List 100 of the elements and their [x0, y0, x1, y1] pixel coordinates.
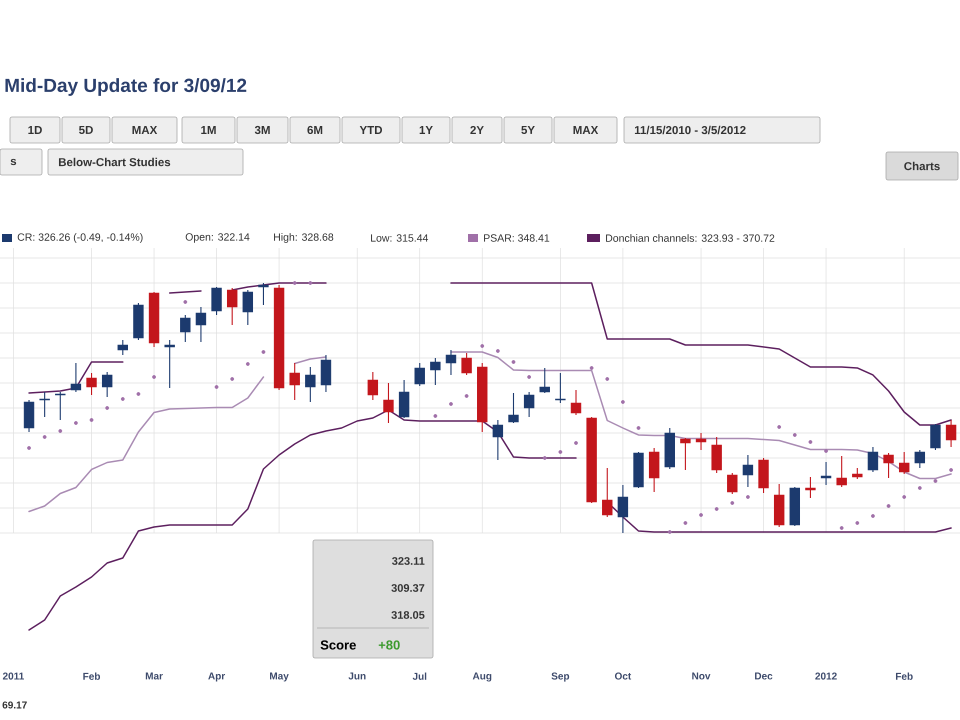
point [542, 456, 547, 460]
candlestick [180, 314, 191, 343]
text: High: 328.68 [274, 233, 334, 243]
candlestick [305, 366, 316, 403]
point [480, 344, 484, 348]
point [886, 504, 890, 508]
x-tick-label: Jul [412, 672, 426, 680]
text: 1Y [420, 126, 433, 134]
point [730, 501, 734, 505]
candlestick [242, 289, 254, 326]
point [699, 513, 703, 517]
point [230, 377, 234, 381]
point [183, 300, 188, 304]
candlestick [946, 419, 956, 448]
point [808, 440, 812, 444]
candlestick [289, 362, 300, 401]
text: 5D [79, 126, 93, 134]
text: 5Y [521, 126, 535, 134]
legend-label: Donchian channels: 323.93 - 370.72 [606, 234, 774, 242]
point [449, 402, 453, 406]
candlestick [508, 392, 519, 424]
point [90, 418, 94, 422]
point [292, 281, 297, 285]
candlestick [570, 389, 582, 416]
text: Below-Chart Studies [58, 158, 170, 166]
x-tick-label: Mar [146, 672, 163, 680]
point [512, 360, 516, 364]
x-tick-label: Nov [692, 672, 710, 680]
point [777, 425, 782, 429]
text: 2Y [470, 126, 484, 134]
point [792, 433, 797, 437]
x-tick-label: Apr [208, 672, 226, 682]
candlestick [742, 454, 754, 488]
candlestick [446, 349, 456, 376]
candlestick [868, 446, 878, 473]
point [746, 495, 750, 499]
candlestick [602, 467, 612, 518]
text: Open: 322.14 [186, 233, 250, 243]
candlestick [70, 362, 82, 393]
legend-label: PSAR: 348.41 [484, 234, 550, 242]
point [840, 526, 844, 530]
point [605, 377, 610, 381]
x-tick-label: Dec [755, 672, 772, 680]
candlestick [383, 382, 394, 424]
point [214, 385, 218, 389]
point [620, 400, 625, 404]
candlestick [102, 371, 112, 398]
chart-title: Mid-Day Update for 3/09/12 [5, 78, 246, 96]
candlestick [555, 372, 566, 404]
point [120, 397, 125, 401]
point [496, 349, 500, 353]
candlestick [430, 357, 441, 386]
point [42, 435, 47, 439]
candlestick [461, 352, 472, 376]
candlestick [618, 484, 628, 534]
point [558, 450, 562, 454]
candlestick [930, 423, 941, 451]
text: Score [320, 640, 356, 650]
point [902, 495, 906, 499]
x-tick-label: 2012 [815, 672, 837, 680]
x-tick-label: Feb [83, 672, 100, 680]
candlestick [211, 286, 222, 316]
text: 1D [28, 126, 42, 134]
x-tick-label: Aug [472, 672, 492, 682]
candlestick [820, 461, 832, 486]
point [527, 375, 532, 379]
candlestick [258, 282, 269, 306]
point [668, 530, 672, 534]
candlestick [226, 287, 238, 326]
candlestick [368, 371, 378, 401]
candlestick [898, 451, 910, 475]
x-tick-label: Feb [896, 672, 913, 680]
point [58, 429, 62, 433]
candlestick [696, 432, 706, 451]
candlestick [118, 339, 128, 356]
candlestick [196, 306, 206, 343]
x-tick-label: 2011 [2, 672, 24, 680]
point [74, 421, 78, 425]
text: 11/15/2010 - 3/5/2012 [634, 126, 746, 134]
x-tick-label: Sep [551, 672, 570, 682]
text: 6M [307, 126, 322, 134]
point [871, 514, 875, 518]
point [918, 486, 922, 490]
point [246, 362, 250, 366]
candlestick [524, 391, 534, 418]
text: 69.17 [2, 701, 27, 709]
point [262, 350, 266, 354]
legend-label: CR: 326.26 (-0.49, -0.14%) [18, 233, 143, 243]
candlestick [836, 455, 847, 488]
x-tick-label: Oct [614, 672, 632, 680]
point [855, 521, 860, 525]
candlestick [414, 362, 425, 387]
text: 1M [201, 126, 216, 134]
point [824, 449, 828, 453]
text: Low: 315.44 [371, 234, 428, 242]
point [27, 446, 31, 450]
text: 323.11 [392, 557, 424, 565]
candlestick [914, 449, 926, 469]
point [590, 366, 594, 370]
candlestick [540, 367, 550, 394]
